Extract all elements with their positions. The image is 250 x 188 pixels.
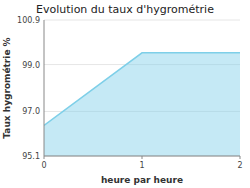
y-tick-label: 99.0 xyxy=(22,61,40,70)
x-tick-label: 2 xyxy=(237,161,242,170)
x-axis-line xyxy=(44,156,240,157)
area xyxy=(44,53,240,156)
plot-area xyxy=(44,53,240,156)
title: Evolution du taux d'hygrométrie xyxy=(36,3,214,16)
y-tick-label: 95.1 xyxy=(22,152,40,161)
chart-container: 95.1 97.0 99.0 100.9 0 1 2 Evolution du taux d'… xyxy=(0,0,250,188)
grid-line xyxy=(44,156,240,157)
x-axis-label: heure par heure xyxy=(101,175,183,185)
y-tick-label: 97.0 xyxy=(22,107,40,116)
y-axis-label: Taux hygrométrie % xyxy=(2,37,12,138)
line xyxy=(44,53,240,126)
chart: 95.1 97.0 99.0 100.9 0 1 2 Evolution du taux d'… xyxy=(0,0,250,188)
y-tick-label: 100.9 xyxy=(17,16,40,25)
x-tick-label: 0 xyxy=(41,161,46,170)
grid-line xyxy=(44,20,240,21)
y-axis-line xyxy=(44,20,45,156)
x-tick-label: 1 xyxy=(139,161,144,170)
